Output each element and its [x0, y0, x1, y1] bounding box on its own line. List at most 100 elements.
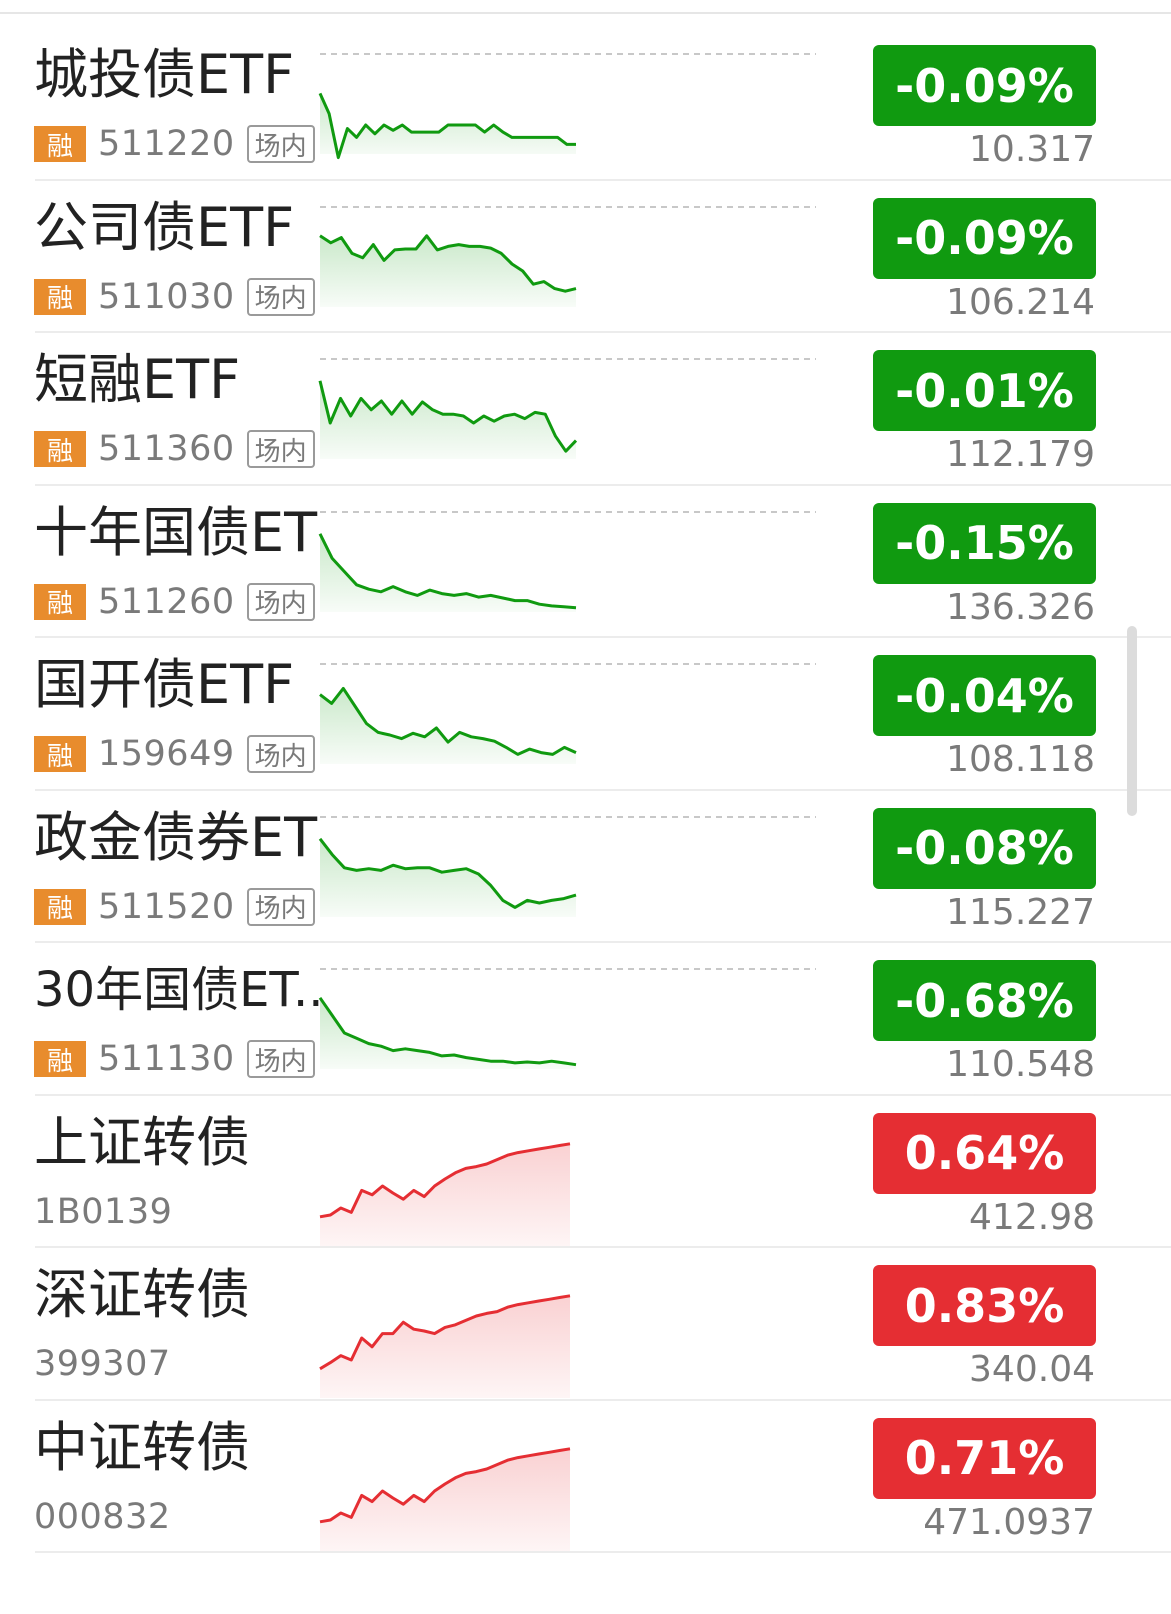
security-name: 30年国债ET...: [34, 962, 319, 1018]
last-price: 115.227: [946, 891, 1095, 933]
security-meta: 融 511360 场内: [34, 427, 315, 471]
list-item[interactable]: 公司债ETF 融 511030 场内 -0.09% 106.214: [0, 181, 1171, 333]
last-price: 106.214: [946, 281, 1095, 323]
change-badge[interactable]: -0.09%: [873, 197, 1096, 279]
top-divider: [0, 12, 1171, 14]
sparkline-area: [320, 1143, 570, 1246]
market-tag: 场内: [246, 277, 315, 316]
sparkline-line: [318, 92, 576, 160]
list-item[interactable]: 深证转债 399307 0.83% 340.04: [0, 1248, 1171, 1401]
sparkline-area: [320, 235, 576, 307]
market-tag: 场内: [246, 887, 315, 926]
last-price: 412.98: [969, 1196, 1095, 1238]
sparkline-chart: [318, 968, 816, 1069]
security-code: 511030: [98, 276, 235, 317]
list-item[interactable]: 国开债ETF 融 159649 场内 -0.04% 108.118: [0, 638, 1171, 791]
margin-tag: 融: [34, 126, 86, 162]
sparkline-chart: [319, 1446, 571, 1551]
sparkline-line: [318, 532, 577, 609]
security-code: 511520: [98, 886, 235, 927]
list-item[interactable]: 十年国债ETF 融 511260 场内 -0.15% 136.326: [0, 486, 1171, 638]
security-name: 深证转债: [34, 1263, 250, 1326]
security-meta: 融 511520 场内: [34, 885, 315, 929]
sparkline-chart: [319, 1141, 571, 1246]
row-divider: [35, 331, 1171, 333]
sparkline-line: [318, 837, 577, 909]
sparkline-area: [320, 533, 576, 612]
row-divider: [35, 178, 1171, 181]
scrollbar[interactable]: [1127, 626, 1137, 816]
security-name: 公司债ETF: [34, 195, 295, 259]
sparkline-line: [319, 686, 577, 756]
sparkline-area: [320, 997, 576, 1069]
sparkline-area: [320, 838, 576, 917]
security-meta: 融 511260 场内: [34, 580, 315, 624]
security-code: 511260: [98, 581, 235, 622]
market-tag: 场内: [246, 430, 315, 468]
list-item[interactable]: 30年国债ET... 融 511130 场内 -0.68% 110.548: [0, 943, 1171, 1096]
change-badge[interactable]: 0.83%: [873, 1265, 1096, 1346]
change-badge[interactable]: -0.04%: [873, 655, 1096, 736]
sparkline-chart: [319, 1294, 571, 1398]
sparkline-chart: [318, 510, 816, 612]
margin-tag: 融: [34, 888, 86, 925]
market-tag: 场内: [246, 582, 315, 621]
sparkline-line: [319, 1141, 571, 1218]
row-divider: [35, 788, 1171, 791]
last-price: 110.548: [946, 1044, 1095, 1085]
change-badge[interactable]: -0.68%: [873, 960, 1096, 1041]
security-name: 国开债ETF: [34, 653, 295, 716]
sparkline-chart: [319, 205, 816, 307]
sparkline-area: [320, 380, 576, 459]
row-divider: [35, 636, 1171, 638]
security-name: 上证转债: [34, 1110, 250, 1174]
quote-list: 城投债ETF 融 511220 场内 -0.09% 10.317 公司债ETF …: [0, 28, 1171, 1553]
margin-tag: 融: [34, 736, 86, 772]
sparkline-line: [319, 233, 577, 293]
security-meta: 1B0139: [34, 1190, 172, 1234]
security-meta: 融 511030 场内: [34, 275, 315, 319]
last-price: 136.326: [946, 586, 1095, 628]
last-price: 108.118: [946, 739, 1095, 780]
security-meta: 399307: [34, 1342, 171, 1386]
security-code: 000832: [34, 1496, 171, 1537]
sparkline-area: [320, 688, 576, 764]
margin-tag: 融: [34, 1041, 86, 1077]
sparkline-line: [318, 996, 577, 1067]
security-name: 十年国债ETF: [34, 500, 319, 564]
sparkline-area: [320, 1448, 570, 1551]
security-meta: 融 511130 场内: [34, 1037, 315, 1081]
margin-tag: 融: [34, 278, 86, 315]
last-price: 340.04: [969, 1349, 1095, 1390]
last-price: 10.317: [969, 129, 1095, 170]
change-badge[interactable]: -0.09%: [873, 45, 1096, 126]
margin-tag: 融: [34, 583, 86, 620]
change-badge[interactable]: -0.15%: [873, 502, 1096, 584]
sparkline-line: [319, 1446, 571, 1523]
change-badge[interactable]: -0.01%: [873, 350, 1096, 431]
sparkline-chart: [319, 663, 816, 764]
security-code: 511220: [98, 124, 235, 164]
list-item[interactable]: 短融ETF 融 511360 场内 -0.01% 112.179: [0, 333, 1171, 486]
security-code: 511360: [98, 429, 235, 469]
change-badge[interactable]: 0.64%: [873, 1112, 1096, 1194]
market-tag: 场内: [246, 735, 315, 773]
list-item[interactable]: 上证转债 1B0139 0.64% 412.98: [0, 1096, 1171, 1248]
sparkline-chart: [318, 53, 816, 160]
list-item[interactable]: 中证转债 000832 0.71% 471.0937: [0, 1401, 1171, 1553]
security-code: 511130: [98, 1039, 235, 1079]
row-divider: [35, 1551, 1171, 1553]
last-price: 112.179: [946, 434, 1095, 475]
row-divider: [35, 1398, 1171, 1401]
sparkline-chart: [318, 358, 816, 459]
row-divider: [35, 1246, 1171, 1248]
list-item[interactable]: 政金债券ETF 融 511520 场内 -0.08% 115.227: [0, 791, 1171, 943]
row-divider: [35, 1093, 1171, 1096]
sparkline-chart: [318, 815, 816, 917]
change-badge[interactable]: 0.71%: [873, 1417, 1096, 1499]
change-badge[interactable]: -0.08%: [873, 807, 1096, 889]
sparkline-line: [319, 1294, 571, 1371]
row-divider: [35, 483, 1171, 486]
list-item[interactable]: 城投债ETF 融 511220 场内 -0.09% 10.317: [0, 28, 1171, 181]
security-name: 政金债券ETF: [34, 805, 319, 869]
